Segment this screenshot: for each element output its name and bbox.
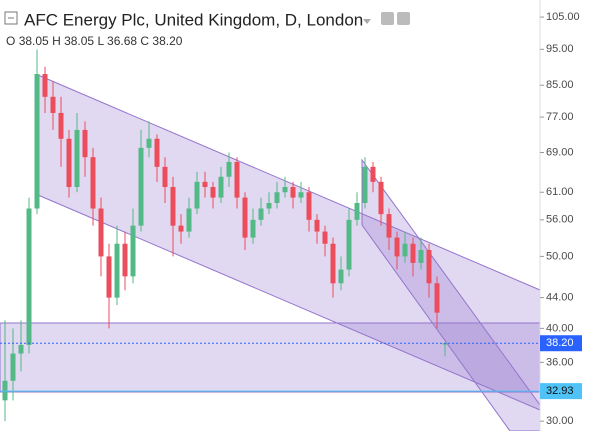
candle-body xyxy=(138,147,144,226)
candle-body xyxy=(26,208,32,345)
candle-body xyxy=(66,138,72,187)
candle-body xyxy=(98,208,104,257)
candle-body xyxy=(274,192,280,203)
ohlc-readout: O 38.05 H 38.05 L 36.68 C 38.20 xyxy=(6,34,183,48)
candle-body xyxy=(298,192,304,198)
candle-body xyxy=(394,237,400,257)
y-tick-label: 105.00 xyxy=(546,11,580,23)
candle-body xyxy=(338,269,344,284)
candle-body xyxy=(34,74,40,209)
candle-body xyxy=(234,161,240,198)
candle-body xyxy=(106,256,112,298)
y-tick-label: 44.00 xyxy=(546,292,574,304)
candle-body xyxy=(418,250,424,263)
y-tick-label: 30.00 xyxy=(546,415,574,427)
y-tick-label: 69.00 xyxy=(546,146,574,158)
candle-body xyxy=(114,243,120,298)
y-tick-label: 95.00 xyxy=(546,43,574,55)
candle-body xyxy=(330,243,336,284)
candle-body xyxy=(42,74,48,97)
candle-body xyxy=(226,161,232,177)
ohlc-value: 38.20 xyxy=(152,34,182,48)
candle-body xyxy=(50,96,56,113)
price-label-box xyxy=(540,335,582,352)
candle-body xyxy=(186,208,192,232)
candle-body xyxy=(266,202,272,209)
ohlc-value: 36.68 xyxy=(107,34,137,48)
ohlc-key: H xyxy=(52,34,61,48)
candle-body xyxy=(130,225,136,277)
candle-body xyxy=(250,219,256,238)
range-box xyxy=(0,322,541,393)
y-tick-label: 36.00 xyxy=(546,356,574,368)
candle-body xyxy=(178,225,184,232)
candle-body xyxy=(410,243,416,263)
candle-body xyxy=(10,353,16,381)
dropdown-icon[interactable] xyxy=(363,19,371,24)
candle-body xyxy=(370,166,376,182)
candle-body xyxy=(162,166,168,187)
candle-body xyxy=(74,129,80,187)
y-tick-label: 40.00 xyxy=(546,322,574,334)
drawings xyxy=(0,74,541,431)
candle-body xyxy=(82,129,88,158)
candle-body xyxy=(242,197,248,238)
candle-body xyxy=(314,219,320,232)
settings-icon[interactable] xyxy=(397,12,410,25)
candle-body xyxy=(2,380,8,401)
y-tick-label: 85.00 xyxy=(546,79,574,91)
chart-title: AFC Energy Plc, United Kingdom, D, Londo… xyxy=(24,10,363,29)
settings-icon[interactable] xyxy=(381,12,394,25)
candle-body xyxy=(154,138,160,167)
candle-body xyxy=(386,214,392,238)
y-tick-label: 77.00 xyxy=(546,111,574,123)
ohlc-value: 38.05 xyxy=(19,34,49,48)
y-tick-label: 56.00 xyxy=(546,214,574,226)
candle-body xyxy=(434,283,440,313)
candle-body xyxy=(290,186,296,198)
candle-body xyxy=(402,243,408,257)
channel xyxy=(361,158,541,431)
price-lines xyxy=(0,342,540,392)
candle-body xyxy=(346,219,352,270)
candle-body xyxy=(218,176,224,198)
candle-body xyxy=(426,250,432,284)
candle-body xyxy=(202,181,208,187)
price-label-box xyxy=(540,383,582,400)
candle-body xyxy=(442,343,448,345)
candle-body xyxy=(306,192,312,220)
ohlc-key: L xyxy=(97,34,104,48)
ohlc-key: C xyxy=(140,34,149,48)
collapse-icon[interactable] xyxy=(4,11,18,25)
candle-body xyxy=(58,112,64,139)
y-tick-label: 50.00 xyxy=(546,250,574,262)
candle-body xyxy=(282,186,288,193)
candle-body xyxy=(194,181,200,209)
candle-body xyxy=(18,344,24,354)
price-label: 38.20 xyxy=(546,337,574,349)
candle-body xyxy=(354,202,360,220)
candle-body xyxy=(122,243,128,277)
price-label: 32.93 xyxy=(546,385,574,397)
y-tick-label: 61.00 xyxy=(546,186,574,198)
candle-body xyxy=(170,186,176,226)
candle-body xyxy=(378,181,384,215)
candle-body xyxy=(90,157,96,209)
candle-body xyxy=(322,231,328,244)
candle-body xyxy=(210,186,216,198)
candle-body xyxy=(258,208,264,220)
ohlc-key: O xyxy=(6,34,15,48)
candle-body xyxy=(362,166,368,203)
ohlc-value: 38.05 xyxy=(64,34,94,48)
candles xyxy=(2,49,448,422)
y-axis: 105.00 95.00 85.00 77.00 69.00 61.00 56.00 50.0… xyxy=(540,11,582,427)
candle-body xyxy=(146,138,152,148)
